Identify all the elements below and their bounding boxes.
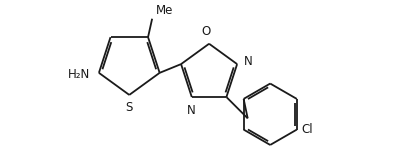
Text: N: N (186, 104, 195, 117)
Text: Cl: Cl (301, 123, 312, 136)
Text: H₂N: H₂N (67, 68, 90, 81)
Text: S: S (125, 101, 133, 114)
Text: O: O (201, 25, 210, 38)
Text: N: N (243, 55, 252, 68)
Text: Me: Me (155, 4, 172, 17)
